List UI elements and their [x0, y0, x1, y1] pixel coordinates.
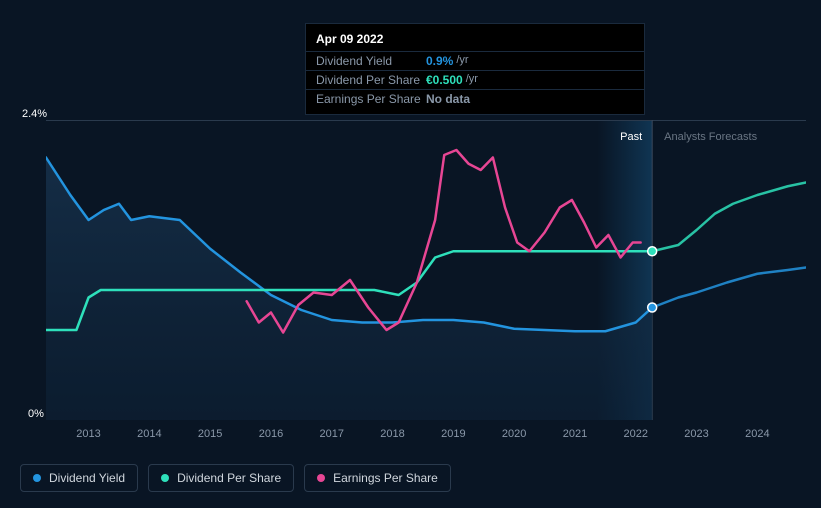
past-label: Past	[620, 131, 642, 143]
legend-item-dividend-per-share[interactable]: Dividend Per Share	[148, 464, 294, 492]
tooltip-value: €0.500	[426, 73, 463, 87]
x-tick: 2016	[259, 428, 283, 440]
legend-dot	[317, 474, 325, 482]
tooltip-row: Dividend Per Share €0.500 /yr	[306, 70, 644, 89]
y-axis-max: 2.4%	[22, 108, 47, 120]
tooltip-date: Apr 09 2022	[306, 30, 644, 51]
x-tick: 2017	[320, 428, 344, 440]
legend-label: Earnings Per Share	[333, 471, 438, 485]
tooltip-suffix: /yr	[456, 54, 468, 68]
chart-tooltip: Apr 09 2022 Dividend Yield 0.9% /yr Divi…	[305, 23, 645, 115]
legend-label: Dividend Yield	[49, 471, 125, 485]
tooltip-label: Dividend Per Share	[316, 73, 426, 87]
legend-label: Dividend Per Share	[177, 471, 281, 485]
x-tick: 2014	[137, 428, 161, 440]
x-tick: 2018	[380, 428, 404, 440]
tooltip-row: Dividend Yield 0.9% /yr	[306, 51, 644, 70]
legend-dot	[161, 474, 169, 482]
x-tick: 2020	[502, 428, 526, 440]
x-tick: 2019	[441, 428, 465, 440]
x-tick: 2015	[198, 428, 222, 440]
tooltip-value: No data	[426, 92, 470, 106]
x-tick: 2024	[745, 428, 769, 440]
legend-item-earnings-per-share[interactable]: Earnings Per Share	[304, 464, 451, 492]
y-axis-min: 0%	[28, 408, 44, 420]
forecast-label: Analysts Forecasts	[664, 131, 757, 143]
tooltip-suffix: /yr	[466, 73, 478, 87]
tooltip-label: Earnings Per Share	[316, 92, 426, 106]
chart-legend: Dividend Yield Dividend Per Share Earnin…	[20, 464, 451, 492]
legend-dot	[33, 474, 41, 482]
x-tick: 2021	[563, 428, 587, 440]
chart-svg	[46, 120, 806, 420]
legend-item-dividend-yield[interactable]: Dividend Yield	[20, 464, 138, 492]
x-tick: 2013	[76, 428, 100, 440]
tooltip-row: Earnings Per Share No data	[306, 89, 644, 108]
tooltip-value: 0.9%	[426, 54, 453, 68]
x-tick: 2022	[624, 428, 648, 440]
x-tick: 2023	[684, 428, 708, 440]
tooltip-label: Dividend Yield	[316, 54, 426, 68]
